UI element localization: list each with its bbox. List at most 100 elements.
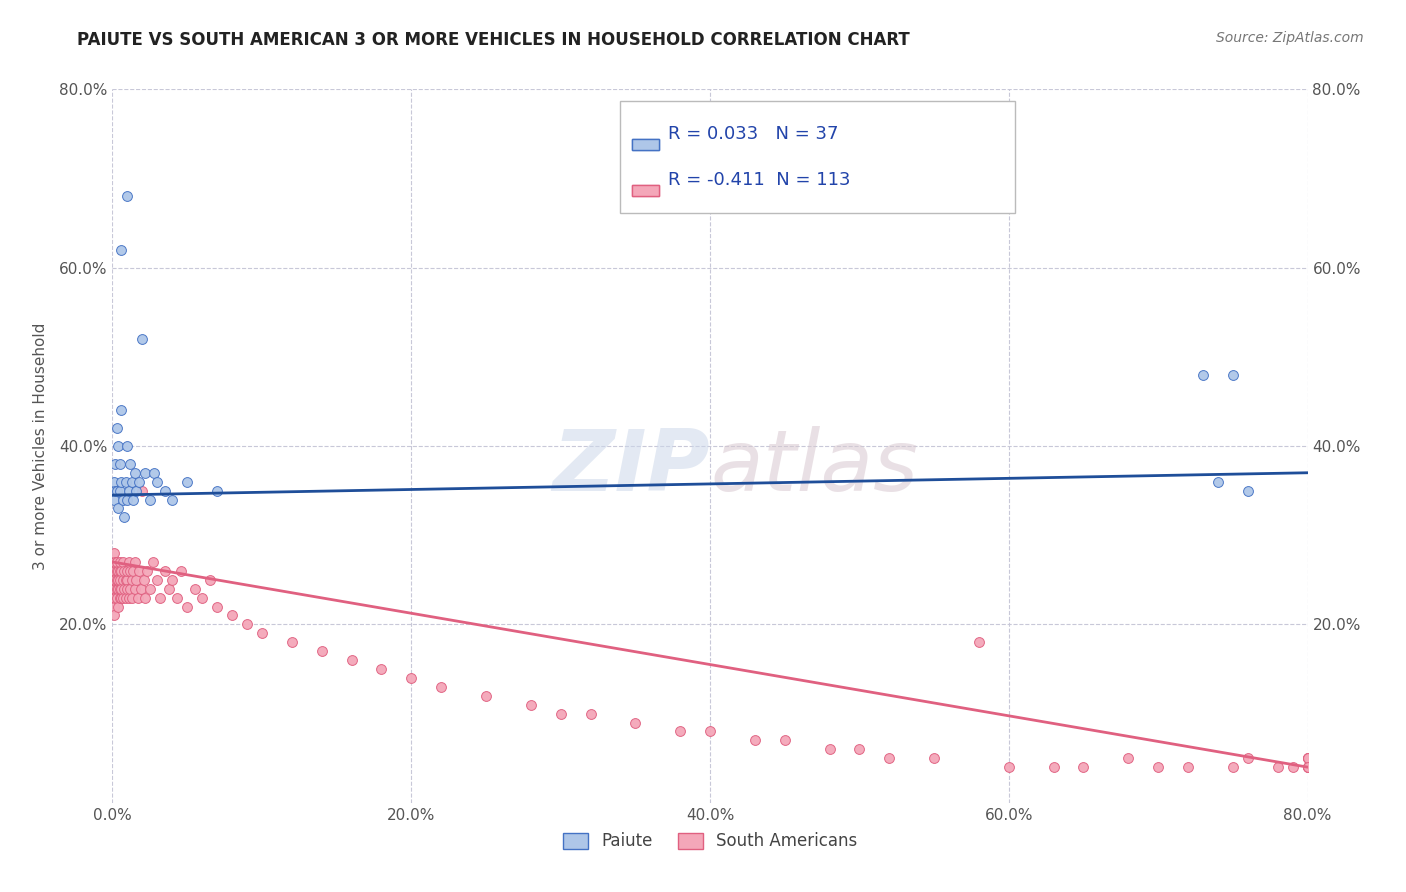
Point (1296, 760, 1319, 774)
Point (103, 555, 125, 569)
Point (118, 483, 141, 498)
Point (115, 573, 138, 587)
Point (120, 582, 142, 596)
Point (176, 599, 198, 614)
Point (114, 510, 135, 524)
Point (108, 582, 131, 596)
Point (118, 555, 141, 569)
Point (121, 591, 143, 605)
Point (104, 573, 127, 587)
Text: PAIUTE VS SOUTH AMERICAN 3 OR MORE VEHICLES IN HOUSEHOLD CORRELATION CHART: PAIUTE VS SOUTH AMERICAN 3 OR MORE VEHIC… (77, 31, 910, 49)
Point (1281, 760, 1303, 774)
Point (1296, 760, 1319, 774)
Point (117, 492, 139, 507)
Point (104, 591, 127, 605)
Point (111, 573, 134, 587)
Point (105, 582, 128, 596)
Point (118, 591, 141, 605)
Point (108, 483, 131, 498)
Point (103, 492, 125, 507)
Point (125, 573, 148, 587)
Point (104, 555, 127, 569)
Point (139, 582, 162, 596)
Point (104, 483, 127, 498)
Point (1296, 760, 1319, 774)
Point (624, 715, 647, 730)
Point (157, 582, 180, 596)
Point (124, 582, 146, 596)
Y-axis label: 3 or more Vehicles in Household: 3 or more Vehicles in Household (32, 322, 48, 570)
Legend: Paiute, South Americans: Paiute, South Americans (554, 824, 866, 859)
Point (699, 724, 721, 739)
Point (110, 403, 132, 417)
Text: Source: ZipAtlas.com: Source: ZipAtlas.com (1216, 31, 1364, 45)
Point (879, 751, 901, 765)
Point (110, 564, 132, 578)
Point (153, 564, 176, 578)
Point (103, 546, 125, 560)
Point (103, 591, 125, 605)
Point (162, 573, 183, 587)
Point (107, 564, 129, 578)
Point (131, 483, 153, 498)
Point (848, 742, 870, 756)
Point (134, 466, 156, 480)
FancyBboxPatch shape (633, 139, 658, 150)
Point (311, 644, 333, 658)
Point (124, 466, 146, 480)
Point (129, 582, 152, 596)
Point (111, 492, 134, 507)
Point (170, 564, 193, 578)
Point (108, 457, 131, 471)
Point (579, 706, 602, 721)
Point (107, 439, 129, 453)
Point (1296, 751, 1319, 765)
Point (110, 243, 132, 257)
Point (115, 591, 138, 605)
Point (143, 466, 166, 480)
Point (120, 564, 142, 578)
Point (1147, 760, 1170, 774)
Point (370, 662, 392, 676)
Point (1118, 751, 1140, 765)
Point (103, 599, 125, 614)
Point (1296, 751, 1319, 765)
Point (121, 573, 143, 587)
Point (117, 573, 139, 587)
Point (105, 555, 128, 569)
Point (103, 582, 125, 596)
Point (110, 591, 132, 605)
Point (1177, 760, 1199, 774)
Point (236, 617, 259, 632)
Point (550, 706, 572, 721)
Point (153, 483, 176, 498)
Point (107, 573, 129, 587)
Point (281, 635, 304, 649)
Point (104, 457, 127, 471)
Point (103, 573, 125, 587)
Point (104, 564, 127, 578)
Point (1222, 760, 1244, 774)
Point (773, 733, 796, 747)
Point (117, 564, 139, 578)
Text: atlas: atlas (710, 425, 918, 509)
Point (131, 332, 153, 346)
Point (110, 475, 132, 489)
Point (117, 189, 139, 203)
Point (139, 492, 162, 507)
Point (124, 555, 146, 569)
Point (1296, 760, 1319, 774)
Point (108, 564, 131, 578)
Point (818, 742, 841, 756)
Point (669, 724, 692, 739)
Text: R = 0.033   N = 37: R = 0.033 N = 37 (668, 125, 839, 143)
FancyBboxPatch shape (633, 186, 658, 196)
Point (125, 483, 148, 498)
FancyBboxPatch shape (620, 102, 1015, 212)
Point (104, 582, 127, 596)
Point (146, 475, 169, 489)
Point (128, 475, 150, 489)
Point (108, 573, 131, 587)
Point (205, 599, 228, 614)
Point (1042, 760, 1064, 774)
